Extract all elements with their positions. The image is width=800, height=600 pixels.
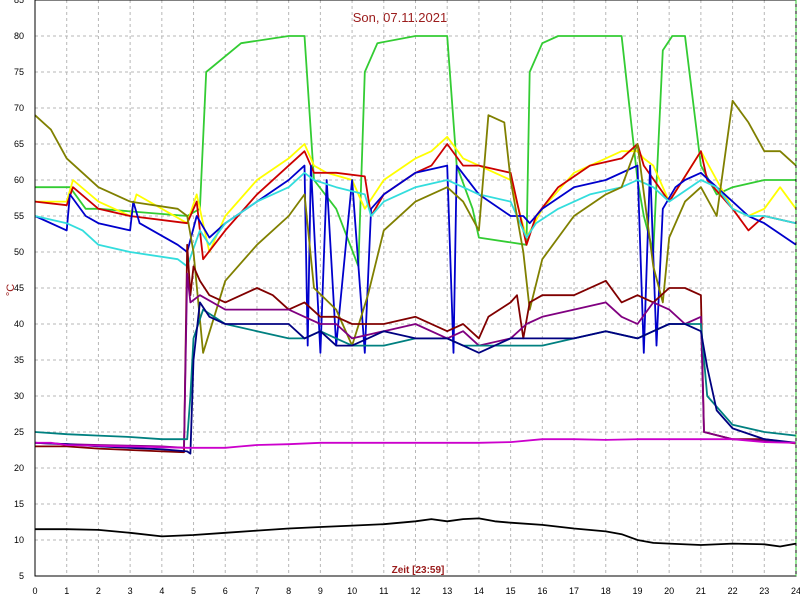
plot-series [34,35,797,548]
series-line-1 [35,35,796,268]
series-line-12 [35,517,797,548]
x-tick-label: 7 [254,586,259,596]
y-tick-label: 45 [14,283,24,293]
x-tick-label: 18 [601,586,611,596]
x-tick-label: 20 [664,586,674,596]
x-tick-label: 5 [191,586,196,596]
x-tick-label: 3 [128,586,133,596]
x-tick-label: 1 [64,586,69,596]
y-tick-label: 85 [14,0,24,5]
y-tick-label: 30 [14,391,24,401]
y-tick-label: 10 [14,535,24,545]
x-tick-label: 2 [96,586,101,596]
x-tick-label: 8 [286,586,291,596]
x-tick-label: 23 [759,586,769,596]
y-tick-label: 40 [14,319,24,329]
x-tick-label: 9 [318,586,323,596]
y-tick-label: 80 [14,31,24,41]
x-tick-label: 15 [506,586,516,596]
x-tick-label: 16 [537,586,547,596]
y-axis-ticks: 5 10 15 20 25 30 35 40 45 50 55 60 65 70 75 80 85 [14,0,24,581]
series-line-11 [35,438,797,449]
y-axis-label: °C [5,284,17,296]
x-tick-label: 21 [696,586,706,596]
y-tick-label: 20 [14,463,24,473]
chart-title: Son, 07.11.2021 [353,10,447,25]
x-tick-label: 17 [569,586,579,596]
x-tick-label: 0 [32,586,37,596]
y-tick-label: 75 [14,67,24,77]
y-tick-label: 50 [14,247,24,257]
x-axis-ticks: 0 1 2 3 4 5 6 7 8 9 10 11 12 13 14 15 16 17 18 19 20 21 22 23 24 [32,586,800,596]
y-tick-label: 70 [14,103,24,113]
y-tick-label: 25 [14,427,24,437]
x-tick-label: 10 [347,586,357,596]
y-tick-label: 5 [19,571,24,581]
x-tick-label: 19 [632,586,642,596]
y-tick-label: 60 [14,175,24,185]
x-tick-label: 14 [474,586,484,596]
y-tick-label: 35 [14,355,24,365]
gridlines [35,0,796,576]
x-tick-label: 11 [379,586,388,596]
series-line-10 [34,301,797,455]
y-tick-label: 65 [14,139,24,149]
series-line-8 [34,272,797,449]
x-axis-label: Zeit [23:59] [392,565,445,576]
x-tick-label: 6 [223,586,228,596]
series-line-6 [34,99,797,354]
series-line-7 [35,243,797,454]
series-line-4 [34,164,797,354]
x-tick-label: 13 [442,586,452,596]
x-tick-label: 24 [791,586,800,596]
y-tick-label: 55 [14,211,24,221]
x-tick-label: 4 [159,586,164,596]
x-tick-label: 22 [728,586,738,596]
x-tick-label: 12 [410,586,420,596]
y-tick-label: 15 [14,499,24,509]
